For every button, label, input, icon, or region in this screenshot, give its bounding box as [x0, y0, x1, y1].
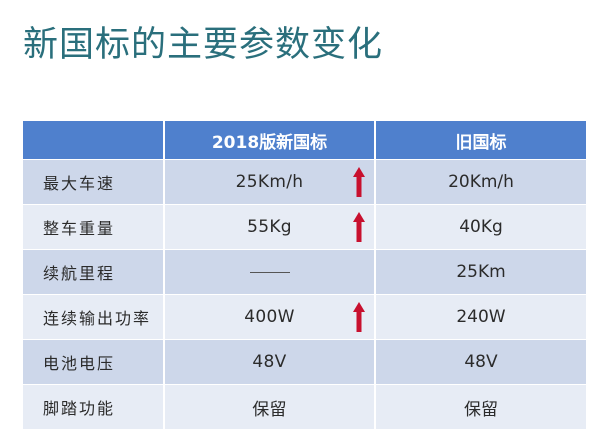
- table-row: 连续输出功率 400W 240W: [23, 295, 586, 340]
- old-standard-value: 48V: [464, 352, 498, 372]
- new-standard-cell: 保留: [165, 385, 376, 429]
- header-cell-new-standard: 2018版新国标: [165, 121, 376, 159]
- header-cell-old-standard: 旧国标: [455, 132, 507, 153]
- arrow-up-icon: [353, 302, 365, 332]
- table-row: 续航里程 25Km: [23, 250, 586, 295]
- dash-placeholder: [249, 271, 290, 273]
- row-label: 最大车速: [23, 160, 165, 204]
- comparison-table: 2018版新国标 旧国标 最大车速 25Km/h 20Km/h 整车重量 55K…: [23, 121, 586, 430]
- page-title: 新国标的主要参数变化: [23, 25, 384, 65]
- header-cell-label: [23, 121, 165, 159]
- new-standard-cell: 55Kg: [165, 205, 376, 249]
- table-row: 最大车速 25Km/h 20Km/h: [23, 160, 586, 205]
- row-label: 整车重量: [23, 205, 165, 249]
- new-standard-cell: 48V: [165, 340, 376, 384]
- row-label: 脚踏功能: [23, 385, 165, 429]
- table-row: 整车重量 55Kg 40Kg: [23, 205, 586, 250]
- table-row: 电池电压 48V 48V: [23, 340, 586, 385]
- new-standard-value: 48V: [252, 352, 287, 372]
- new-standard-value: 保留: [252, 399, 287, 420]
- old-standard-value: 25Km: [456, 262, 506, 282]
- row-label: 连续输出功率: [23, 295, 165, 339]
- new-standard-value: 55Kg: [247, 217, 292, 237]
- arrow-up-icon: [353, 212, 365, 242]
- new-standard-value: 400W: [244, 307, 295, 327]
- old-standard-value: 240W: [456, 307, 506, 327]
- old-standard-value: 保留: [464, 399, 498, 420]
- row-label: 电池电压: [23, 340, 165, 384]
- new-standard-cell: 400W: [165, 295, 376, 339]
- old-standard-value: 20Km/h: [448, 172, 514, 192]
- arrow-up-icon: [353, 167, 365, 197]
- table-row: 脚踏功能 保留 保留: [23, 385, 586, 430]
- new-standard-cell: [165, 250, 376, 294]
- row-label: 续航里程: [23, 250, 165, 294]
- table-header-row: 2018版新国标 旧国标: [23, 121, 586, 160]
- new-standard-cell: 25Km/h: [165, 160, 376, 204]
- new-standard-value: 25Km/h: [235, 172, 304, 192]
- old-standard-value: 40Kg: [459, 217, 503, 237]
